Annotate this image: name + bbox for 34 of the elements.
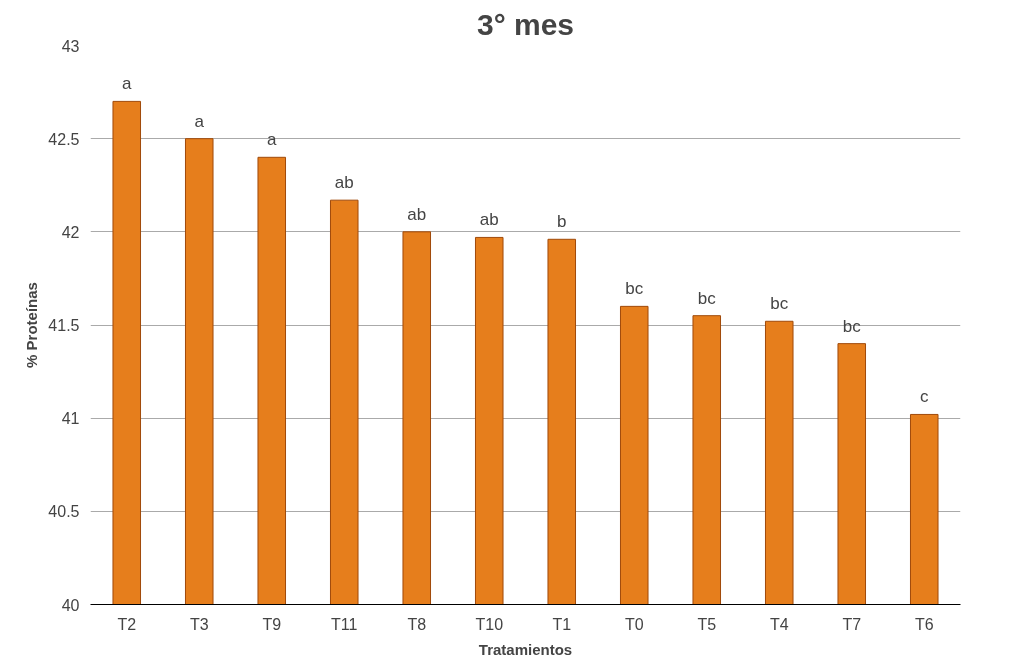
x-tick-label: T11 [331, 615, 358, 633]
x-tick-label: T1 [552, 615, 572, 633]
x-tick-label: T5 [697, 615, 717, 633]
annotation: a [122, 74, 133, 94]
annotation: a [267, 130, 278, 150]
annotation: a [194, 111, 205, 131]
x-tick-label: T2 [117, 615, 137, 633]
x-tick-label: T9 [262, 615, 282, 633]
x-tick-label: T4 [769, 615, 789, 633]
chart-title: 3° mes [476, 7, 575, 41]
annotation: ab [407, 204, 427, 224]
annotation: bc [770, 294, 789, 314]
y-tick-label: 40 [61, 596, 80, 614]
y-tick-label: 42 [61, 223, 80, 241]
annotation: ab [479, 210, 499, 230]
x-tick-label: T8 [407, 615, 427, 633]
y-tick-label: 43 [61, 37, 80, 55]
x-axis-title: Tratamientos [478, 640, 573, 658]
annotation: b [557, 212, 567, 232]
y-tick-label: 41.5 [48, 317, 80, 334]
annotation: bc [842, 316, 862, 336]
y-tick-label: 42.5 [48, 130, 80, 148]
x-tick-label: T3 [189, 615, 209, 633]
x-tick-label: T0 [624, 615, 644, 633]
y-axis-title: % Proteínas [23, 282, 41, 368]
x-tick-label: T7 [842, 615, 862, 633]
annotation: bc [625, 279, 644, 299]
x-tick-label: T6 [914, 615, 934, 633]
x-tick-label: T10 [475, 615, 504, 633]
y-tick-label: 41 [61, 410, 80, 428]
annotation: ab [334, 173, 354, 193]
annotation: c [920, 387, 929, 407]
y-tick-label: 40.5 [48, 503, 80, 521]
annotation: bc [697, 288, 717, 308]
